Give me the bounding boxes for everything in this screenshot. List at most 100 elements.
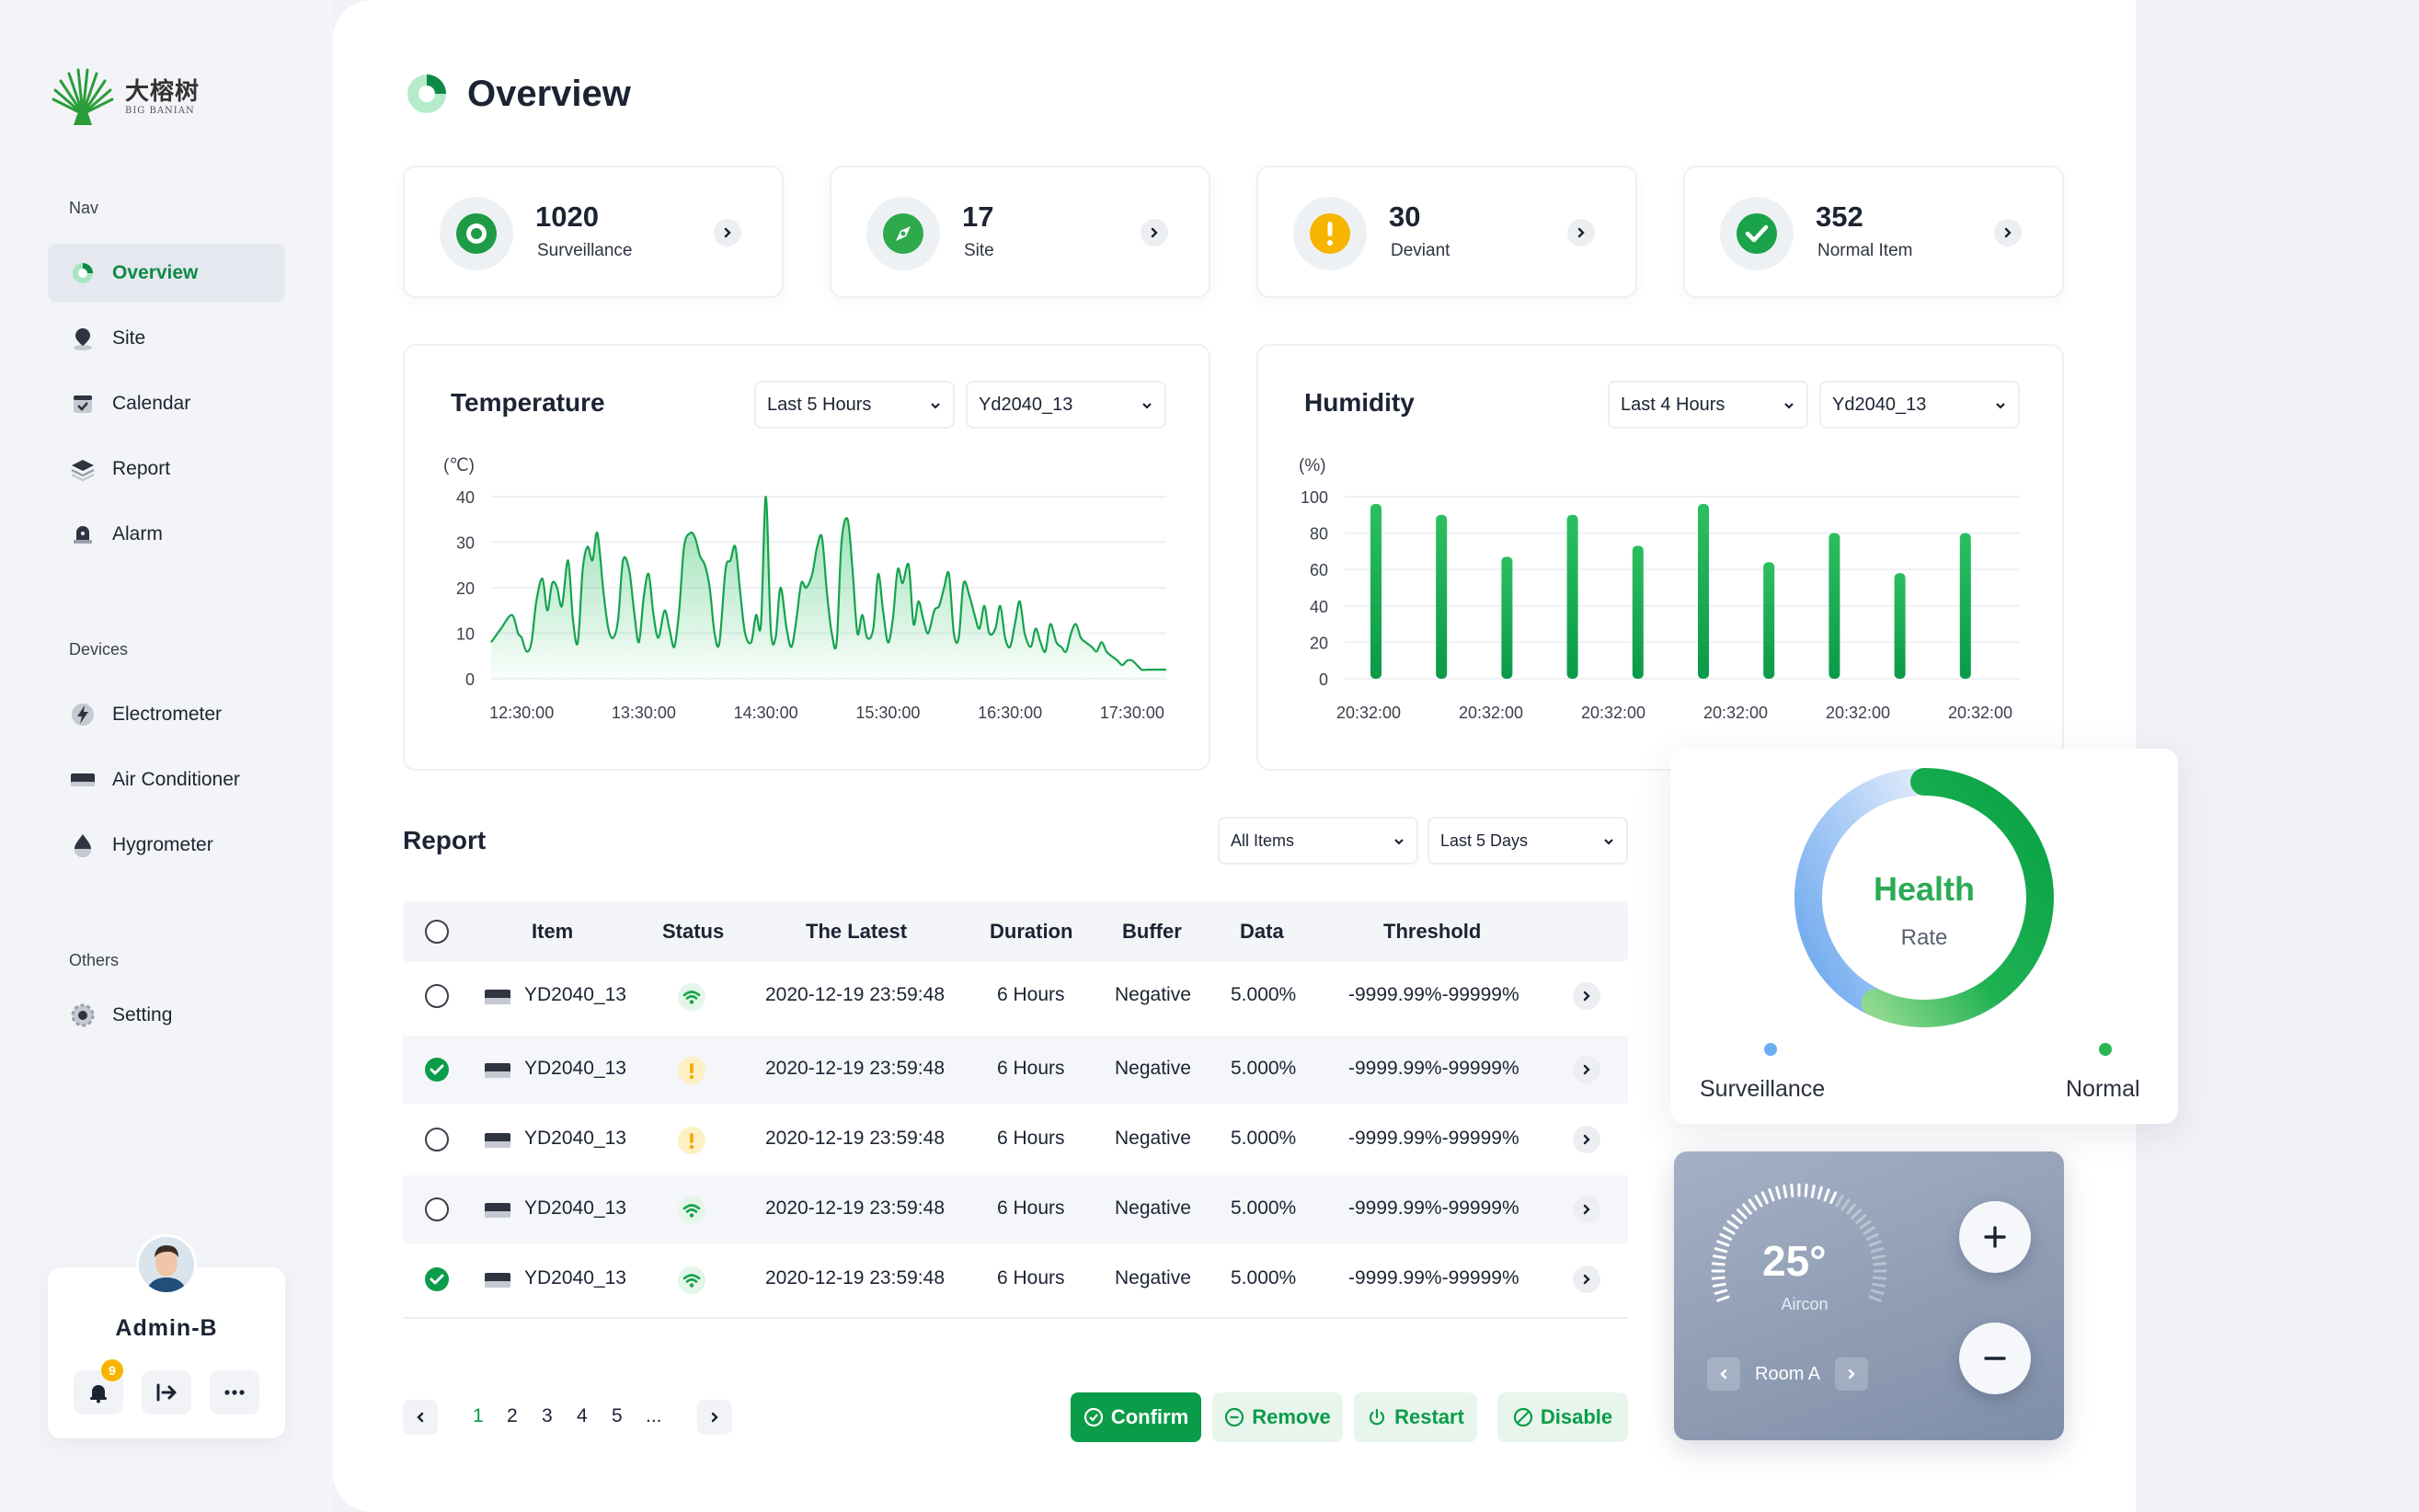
dial-tick [1726,1220,1739,1230]
page-number[interactable]: 2 [507,1405,518,1426]
sidebar-item-site[interactable]: Site [48,309,285,368]
table-row[interactable]: YD2040_13 2020-12-19 23:59:48 6 Hours Negat… [403,1105,1628,1174]
plus-icon [1984,1226,2006,1248]
restart-button[interactable]: Restart [1354,1392,1477,1442]
row-detail-button[interactable] [1573,1266,1600,1293]
row-detail-button[interactable] [1573,1196,1600,1223]
column-header[interactable]: Buffer [1122,920,1182,943]
overview-icon [70,260,96,286]
brand-logo[interactable]: 大榕树 BIG BANIAN [46,68,200,127]
dial-tick [1829,1191,1838,1205]
cell-item: YD2040_13 [524,984,626,1005]
dial-tick [1783,1184,1788,1198]
room-label: Room A [1755,1363,1821,1384]
row-select-radio[interactable] [425,1058,449,1082]
humidity-chart: (%) 0 20 40 60 80 100 20:32:00 20:32:00 20:32:00… [1299,456,2020,722]
user-name: Admin-B [115,1315,218,1341]
x-tick-label: 15:30:00 [855,704,920,722]
sidebar-item-setting[interactable]: Setting [48,986,285,1045]
aircon-dial [1711,1183,1887,1302]
stat-card-site[interactable]: 17 Site [830,166,1210,298]
avatar[interactable] [136,1234,197,1295]
stat-card-normal-item[interactable]: 352 Normal Item [1683,166,2064,298]
nav-section-title: Nav [69,199,99,217]
notifications-button[interactable]: 9 [74,1359,123,1415]
cell-threshold: -9999.99%-99999% [1348,1128,1519,1149]
sidebar-item-hygrometer[interactable]: Hygrometer [48,816,285,875]
decrease-temp-button[interactable] [1959,1323,2031,1394]
sidebar-item-air-conditioner[interactable]: Air Conditioner [48,750,285,809]
disable-button[interactable]: Disable [1497,1392,1628,1442]
logout-button[interactable] [142,1370,191,1415]
check-circle-icon [1083,1407,1104,1427]
brand-name-en: BIG BANIAN [125,105,195,116]
brand-name-cn: 大榕树 [125,77,201,106]
prev-page-button[interactable] [403,1400,438,1435]
page-number[interactable]: 1 [473,1405,484,1426]
health-ring-chart [1794,768,2054,1027]
sidebar-item-report[interactable]: Report [48,440,285,498]
column-header[interactable]: Threshold [1383,920,1482,943]
row-select-radio[interactable] [425,1128,449,1151]
select-value: Yd2040_13 [1832,394,1927,415]
confirm-button[interactable]: Confirm [1071,1392,1201,1442]
column-header[interactable]: Status [662,920,725,943]
sidebar-item-electrometer[interactable]: Electrometer [48,685,285,744]
next-room-button[interactable] [1835,1357,1869,1391]
chevron-right-icon[interactable] [714,219,741,246]
humidity-range-select[interactable]: Last 4 Hours [1608,381,1808,429]
temperature-device-select[interactable]: Yd2040_13 [966,381,1166,429]
humidity-bar [1501,556,1513,679]
column-header[interactable]: Data [1240,920,1284,943]
minus-icon [1984,1357,2006,1360]
table-row[interactable]: YD2040_13 2020-12-19 23:59:48 6 Hours Negat… [403,1245,1628,1313]
stat-label: Normal Item [1817,241,1913,260]
sidebar-item-alarm[interactable]: Alarm [48,505,285,564]
row-select-radio[interactable] [425,1267,449,1291]
compass-icon [866,197,940,270]
sidebar-item-calendar[interactable]: Calendar [48,374,285,433]
table-row[interactable]: YD2040_13 2020-12-19 23:59:48 6 Hours Negat… [403,1036,1628,1104]
row-detail-button[interactable] [1573,982,1600,1010]
row-detail-button[interactable] [1573,1056,1600,1083]
temperature-range-select[interactable]: Last 5 Hours [754,381,955,429]
temperature-line [490,495,1166,671]
chevron-right-icon[interactable] [1567,219,1595,246]
row-detail-button[interactable] [1573,1126,1600,1153]
row-select-radio[interactable] [425,984,449,1008]
prev-room-button[interactable] [1707,1357,1740,1391]
device-icon [485,990,510,1004]
user-card: Admin-B 9 [48,1234,285,1438]
table-row[interactable]: YD2040_13 2020-12-19 23:59:48 6 Hours Negat… [403,1175,1628,1243]
select-all-radio[interactable] [425,920,449,944]
table-row[interactable]: YD2040_13 2020-12-19 23:59:48 6 Hours Negat… [403,962,1628,1030]
column-header[interactable]: Item [532,920,574,943]
page-ellipsis[interactable]: ... [646,1405,662,1426]
remove-button[interactable]: Remove [1212,1392,1343,1442]
alarm-icon [70,521,96,547]
humidity-device-select[interactable]: Yd2040_13 [1819,381,2020,429]
column-header[interactable]: The Latest [806,920,908,943]
humidity-bar [1763,562,1775,679]
more-button[interactable] [210,1370,259,1415]
dial-tick [1835,1195,1844,1208]
cell-buffer: Negative [1115,984,1191,1005]
page-number[interactable]: 4 [577,1405,588,1426]
stat-card-deviant[interactable]: 30 Deviant [1256,166,1637,298]
dial-tick [1723,1226,1736,1235]
row-select-radio[interactable] [425,1197,449,1221]
chevron-right-icon[interactable] [1994,219,2022,246]
report-range-select[interactable]: Last 5 Days [1427,817,1628,865]
bell-icon [90,1385,107,1403]
chevron-right-icon[interactable] [1141,219,1168,246]
next-page-button[interactable] [697,1400,732,1435]
report-items-select[interactable]: All Items [1218,817,1418,865]
dial-tick [1863,1226,1875,1235]
humidity-bar [1436,514,1448,679]
page-number[interactable]: 3 [542,1405,553,1426]
stat-card-surveillance[interactable]: 1020 Surveillance [403,166,784,298]
sidebar-item-overview[interactable]: Overview [48,244,285,303]
column-header[interactable]: Duration [990,920,1073,943]
page-number[interactable]: 5 [612,1405,623,1426]
increase-temp-button[interactable] [1959,1201,2031,1273]
